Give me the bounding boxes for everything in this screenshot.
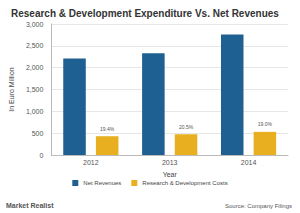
svg-text:Market Realist: Market Realist (6, 202, 54, 209)
svg-text:Net Revenues: Net Revenues (83, 180, 121, 186)
svg-text:Research & Development Costs: Research & Development Costs (142, 180, 227, 186)
svg-text:1,000: 1,000 (26, 108, 44, 115)
svg-text:In Euro Million: In Euro Million (8, 67, 15, 111)
svg-text:2,000: 2,000 (26, 64, 44, 71)
svg-text:3,000: 3,000 (26, 21, 44, 28)
svg-text:Research & Development Expendi: Research & Development Expenditure Vs. N… (11, 8, 279, 19)
svg-text:2013: 2013 (162, 159, 178, 166)
svg-text:Year: Year (163, 171, 178, 178)
svg-text:19.0%: 19.0% (258, 121, 273, 127)
svg-text:Source: Company Filings: Source: Company Filings (225, 203, 292, 209)
svg-text:2,500: 2,500 (26, 42, 44, 49)
svg-text:1,500: 1,500 (26, 86, 44, 93)
svg-text:2014: 2014 (241, 159, 257, 166)
svg-text:500: 500 (32, 130, 44, 137)
svg-text:19.4%: 19.4% (100, 126, 115, 132)
svg-text:0: 0 (40, 152, 44, 159)
svg-text:20.5%: 20.5% (179, 124, 194, 130)
svg-text:2012: 2012 (83, 159, 99, 166)
